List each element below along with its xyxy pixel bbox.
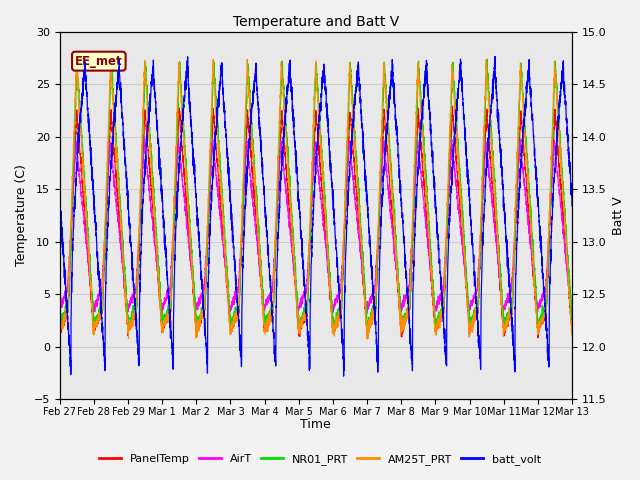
batt_volt xyxy=(340,373,348,379)
batt_volt xyxy=(402,271,410,276)
Line: NR01_PRT: NR01_PRT xyxy=(60,59,572,333)
NR01_PRT xyxy=(397,330,405,336)
NR01_PRT xyxy=(148,158,156,164)
batt_volt xyxy=(296,227,304,232)
PanelTemp xyxy=(534,335,542,341)
batt_volt xyxy=(148,81,156,87)
AirT xyxy=(431,306,438,312)
PanelTemp xyxy=(148,195,156,201)
AirT xyxy=(460,258,467,264)
PanelTemp xyxy=(568,319,575,325)
NR01_PRT xyxy=(108,56,115,61)
Y-axis label: Temperature (C): Temperature (C) xyxy=(15,165,28,266)
PanelTemp xyxy=(56,327,63,333)
Line: AM25T_PRT: AM25T_PRT xyxy=(60,59,572,339)
AM25T_PRT xyxy=(431,317,438,323)
batt_volt xyxy=(568,184,575,190)
AirT xyxy=(148,215,156,221)
X-axis label: Time: Time xyxy=(300,419,331,432)
PanelTemp xyxy=(431,311,438,316)
AM25T_PRT xyxy=(364,336,371,342)
AM25T_PRT xyxy=(56,324,63,330)
AM25T_PRT xyxy=(148,168,156,174)
batt_volt xyxy=(568,203,576,209)
batt_volt xyxy=(491,53,499,59)
AM25T_PRT xyxy=(460,237,467,243)
batt_volt xyxy=(56,196,63,202)
Text: EE_met: EE_met xyxy=(75,55,123,68)
Line: batt_volt: batt_volt xyxy=(60,56,572,376)
NR01_PRT xyxy=(56,312,63,318)
NR01_PRT xyxy=(431,304,438,310)
batt_volt xyxy=(431,187,438,193)
AM25T_PRT xyxy=(243,56,251,62)
AM25T_PRT xyxy=(568,328,576,334)
NR01_PRT xyxy=(403,315,410,321)
AM25T_PRT xyxy=(568,328,575,334)
NR01_PRT xyxy=(460,225,467,231)
batt_volt xyxy=(460,104,467,110)
AirT xyxy=(568,309,575,315)
Line: AirT: AirT xyxy=(60,138,572,314)
AirT xyxy=(296,295,304,301)
AM25T_PRT xyxy=(403,317,410,323)
NR01_PRT xyxy=(568,313,575,319)
AirT xyxy=(141,135,148,141)
PanelTemp xyxy=(449,103,456,109)
AirT xyxy=(568,307,576,312)
Title: Temperature and Batt V: Temperature and Batt V xyxy=(233,15,399,29)
AirT xyxy=(403,294,410,300)
Y-axis label: Batt V: Batt V xyxy=(612,196,625,235)
NR01_PRT xyxy=(568,322,576,327)
PanelTemp xyxy=(402,313,410,319)
PanelTemp xyxy=(460,249,467,254)
AirT xyxy=(56,306,63,312)
Legend: PanelTemp, AirT, NR01_PRT, AM25T_PRT, batt_volt: PanelTemp, AirT, NR01_PRT, AM25T_PRT, ba… xyxy=(94,450,546,469)
NR01_PRT xyxy=(296,317,304,323)
Line: PanelTemp: PanelTemp xyxy=(60,106,572,338)
PanelTemp xyxy=(296,325,304,331)
AirT xyxy=(328,312,336,317)
AM25T_PRT xyxy=(296,319,304,324)
PanelTemp xyxy=(568,329,576,335)
